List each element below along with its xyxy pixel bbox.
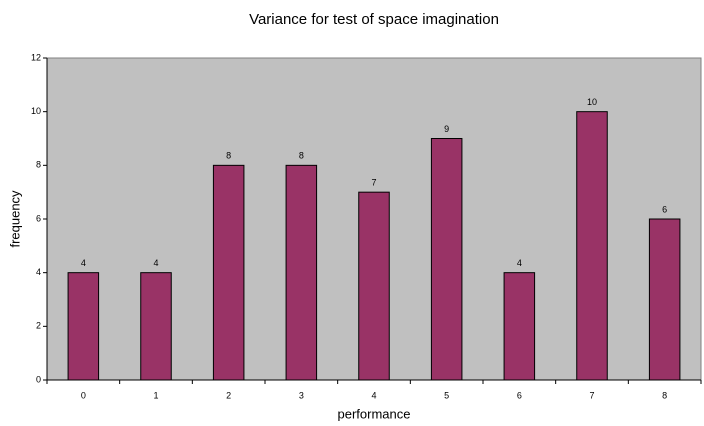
data-label: 7 [371,178,376,188]
x-tick-label: 6 [517,390,522,400]
chart-title: Variance for test of space imagination [249,11,499,28]
bar [67,272,100,381]
y-tick-label: 10 [31,106,41,116]
bar [503,272,536,381]
y-tick-label: 12 [31,52,41,62]
y-tick-label: 8 [36,160,41,170]
x-tick-label: 3 [299,390,304,400]
bar [212,164,245,381]
bar [430,138,463,381]
data-label: 9 [444,124,449,134]
bar [140,272,172,381]
data-label: 8 [299,151,304,161]
bar [576,111,608,381]
y-axis-label: frequency [7,190,22,248]
x-tick-label: 4 [371,390,376,400]
data-label: 4 [517,258,522,268]
x-axis-label: performance [338,406,411,421]
y-tick-label: 4 [36,267,41,277]
x-tick-label: 5 [444,390,449,400]
data-label: 8 [226,151,231,161]
x-tick-label: 7 [589,390,594,400]
data-label: 4 [81,258,86,268]
data-label: 6 [662,204,667,214]
y-tick-label: 2 [36,321,41,331]
y-tick-label: 6 [36,213,41,223]
bar [285,164,318,381]
y-tick-label: 0 [36,374,41,384]
bar [648,218,681,381]
x-tick-label: 0 [81,390,86,400]
data-label: 10 [587,97,597,107]
x-tick-label: 8 [662,390,667,400]
x-tick-label: 2 [226,390,231,400]
data-label: 4 [153,258,158,268]
x-tick-label: 1 [153,390,158,400]
bar [358,191,390,381]
